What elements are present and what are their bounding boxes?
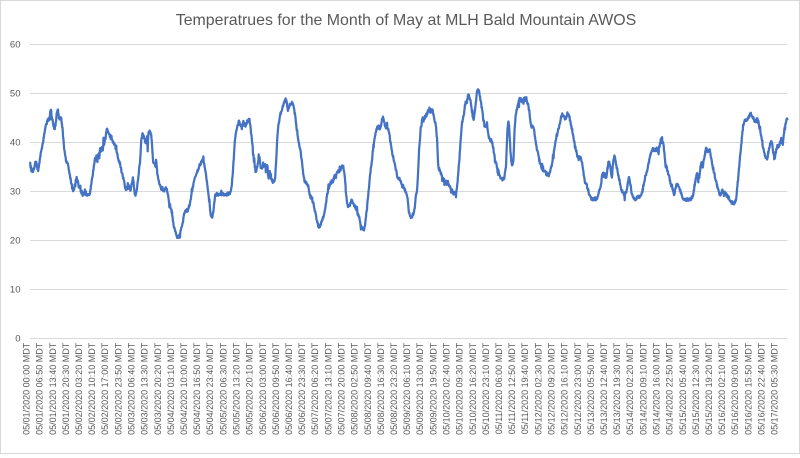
svg-text:05/16/2020 22:40 MDT: 05/16/2020 22:40 MDT — [757, 342, 767, 435]
svg-text:05/06/2020 23:30 MDT: 05/06/2020 23:30 MDT — [297, 342, 307, 435]
svg-text:05/08/2020 16:30 MDT: 05/08/2020 16:30 MDT — [376, 342, 386, 435]
svg-text:05/04/2020 16:50 MDT: 05/04/2020 16:50 MDT — [192, 342, 202, 435]
svg-text:05/15/2020 19:20 MDT: 05/15/2020 19:20 MDT — [704, 342, 714, 435]
svg-text:05/16/2020 09:00 MDT: 05/16/2020 09:00 MDT — [730, 342, 740, 435]
svg-text:05/05/2020 13:20 MDT: 05/05/2020 13:20 MDT — [232, 342, 242, 435]
svg-text:05/11/2020 12:50 MDT: 05/11/2020 12:50 MDT — [507, 342, 517, 434]
svg-text:05/11/2020 06:00 MDT: 05/11/2020 06:00 MDT — [494, 342, 504, 434]
svg-text:05/04/2020 03:10 MDT: 05/04/2020 03:10 MDT — [166, 342, 176, 435]
svg-text:05/10/2020 09:30 MDT: 05/10/2020 09:30 MDT — [455, 342, 465, 435]
svg-text:20: 20 — [10, 236, 21, 247]
svg-text:05/12/2020 16:10 MDT: 05/12/2020 16:10 MDT — [560, 342, 570, 435]
svg-text:05/15/2020 05:40 MDT: 05/15/2020 05:40 MDT — [678, 342, 688, 435]
svg-text:Temperatrues for the Month of: Temperatrues for the Month of May at MLH… — [176, 12, 636, 29]
svg-text:05/05/2020 06:30 MDT: 05/05/2020 06:30 MDT — [218, 342, 228, 435]
svg-text:05/01/2020 06:50 MDT: 05/01/2020 06:50 MDT — [35, 342, 45, 435]
svg-text:05/16/2020 15:50 MDT: 05/16/2020 15:50 MDT — [743, 342, 753, 435]
svg-text:05/14/2020 16:00 MDT: 05/14/2020 16:00 MDT — [652, 342, 662, 435]
svg-text:05/03/2020 20:20 MDT: 05/03/2020 20:20 MDT — [153, 342, 163, 435]
svg-text:05/07/2020 06:20 MDT: 05/07/2020 06:20 MDT — [310, 342, 320, 435]
svg-text:05/02/2020 03:20 MDT: 05/02/2020 03:20 MDT — [74, 342, 84, 435]
svg-text:05/15/2020 12:30 MDT: 05/15/2020 12:30 MDT — [691, 342, 701, 435]
svg-text:05/08/2020 23:20 MDT: 05/08/2020 23:20 MDT — [389, 342, 399, 435]
svg-text:05/13/2020 05:50 MDT: 05/13/2020 05:50 MDT — [586, 342, 596, 435]
svg-text:05/07/2020 13:10 MDT: 05/07/2020 13:10 MDT — [323, 342, 333, 435]
svg-text:05/07/2020 20:00 MDT: 05/07/2020 20:00 MDT — [337, 342, 347, 435]
svg-text:50: 50 — [10, 89, 21, 100]
svg-text:05/05/2020 20:10 MDT: 05/05/2020 20:10 MDT — [245, 342, 255, 435]
svg-text:05/01/2020 00:00 MDT: 05/01/2020 00:00 MDT — [22, 342, 32, 435]
svg-text:05/08/2020 02:50 MDT: 05/08/2020 02:50 MDT — [350, 342, 360, 435]
svg-text:05/03/2020 13:30 MDT: 05/03/2020 13:30 MDT — [140, 342, 150, 435]
svg-text:05/06/2020 09:50 MDT: 05/06/2020 09:50 MDT — [271, 342, 281, 435]
svg-text:05/13/2020 19:30 MDT: 05/13/2020 19:30 MDT — [612, 342, 622, 435]
svg-text:05/09/2020 19:50 MDT: 05/09/2020 19:50 MDT — [428, 342, 438, 435]
svg-text:05/16/2020 02:10 MDT: 05/16/2020 02:10 MDT — [717, 342, 727, 435]
svg-text:30: 30 — [10, 187, 21, 198]
svg-text:05/10/2020 02:40 MDT: 05/10/2020 02:40 MDT — [442, 342, 452, 435]
svg-text:05/09/2020 13:00 MDT: 05/09/2020 13:00 MDT — [415, 342, 425, 435]
svg-text:05/04/2020 10:00 MDT: 05/04/2020 10:00 MDT — [179, 342, 189, 435]
svg-text:05/14/2020 22:50 MDT: 05/14/2020 22:50 MDT — [665, 342, 675, 435]
svg-text:05/13/2020 12:40 MDT: 05/13/2020 12:40 MDT — [599, 342, 609, 435]
svg-text:05/02/2020 10:10 MDT: 05/02/2020 10:10 MDT — [87, 342, 97, 435]
svg-text:05/06/2020 03:00 MDT: 05/06/2020 03:00 MDT — [258, 342, 268, 435]
svg-text:05/02/2020 17:00 MDT: 05/02/2020 17:00 MDT — [100, 342, 110, 435]
svg-text:05/12/2020 02:30 MDT: 05/12/2020 02:30 MDT — [533, 342, 543, 435]
svg-text:60: 60 — [10, 40, 21, 51]
svg-text:05/10/2020 23:10 MDT: 05/10/2020 23:10 MDT — [481, 342, 491, 435]
svg-text:05/17/2020 05:30 MDT: 05/17/2020 05:30 MDT — [770, 342, 780, 435]
svg-text:05/04/2020 23:40 MDT: 05/04/2020 23:40 MDT — [205, 342, 215, 435]
svg-text:05/01/2020 20:30 MDT: 05/01/2020 20:30 MDT — [61, 342, 71, 435]
svg-text:05/12/2020 09:20 MDT: 05/12/2020 09:20 MDT — [547, 342, 557, 435]
svg-text:05/02/2020 23:50 MDT: 05/02/2020 23:50 MDT — [113, 342, 123, 435]
svg-text:40: 40 — [10, 138, 21, 149]
svg-text:0: 0 — [15, 334, 20, 345]
svg-text:05/12/2020 23:00 MDT: 05/12/2020 23:00 MDT — [573, 342, 583, 435]
svg-text:10: 10 — [10, 285, 21, 296]
svg-text:05/03/2020 06:40 MDT: 05/03/2020 06:40 MDT — [127, 342, 137, 435]
svg-text:05/11/2020 19:40 MDT: 05/11/2020 19:40 MDT — [520, 342, 530, 434]
svg-text:05/14/2020 02:20 MDT: 05/14/2020 02:20 MDT — [625, 342, 635, 435]
svg-text:05/10/2020 16:20 MDT: 05/10/2020 16:20 MDT — [468, 342, 478, 435]
svg-text:05/14/2020 09:10 MDT: 05/14/2020 09:10 MDT — [638, 342, 648, 435]
svg-text:05/09/2020 06:10 MDT: 05/09/2020 06:10 MDT — [402, 342, 412, 435]
svg-text:05/06/2020 16:40 MDT: 05/06/2020 16:40 MDT — [284, 342, 294, 435]
svg-text:05/08/2020 09:40 MDT: 05/08/2020 09:40 MDT — [363, 342, 373, 435]
svg-text:05/01/2020 13:40 MDT: 05/01/2020 13:40 MDT — [48, 342, 58, 435]
